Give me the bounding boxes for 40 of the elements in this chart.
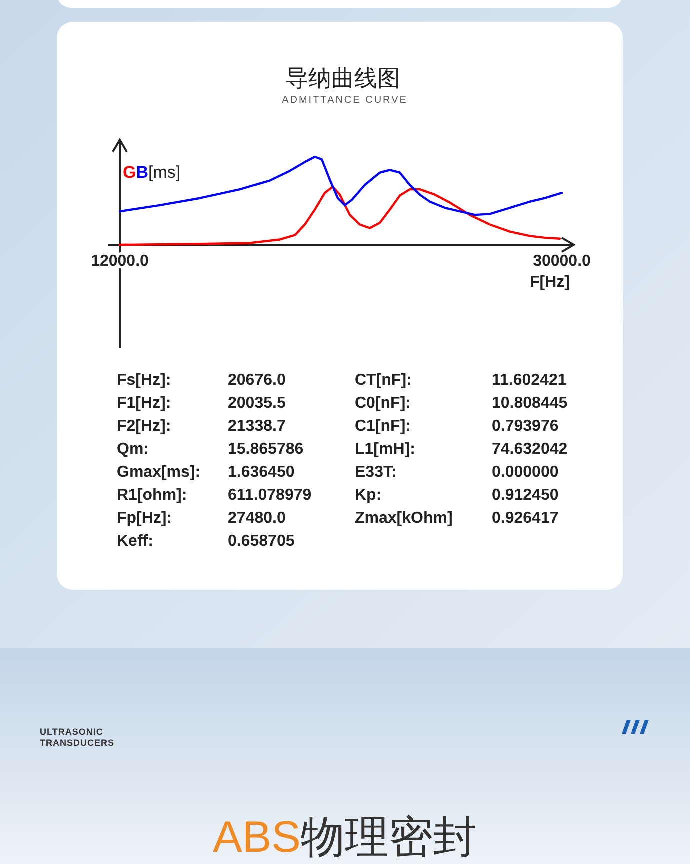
chart-title: 导纳曲线图 bbox=[286, 65, 400, 91]
text: 0.000000 bbox=[492, 464, 559, 481]
text: Gmax[ms]: bbox=[117, 464, 201, 481]
text: 21338.7 bbox=[228, 418, 286, 435]
text: 1.636450 bbox=[228, 464, 295, 481]
text: 611.078979 bbox=[228, 487, 312, 504]
x-axis-title: F[Hz] bbox=[530, 274, 570, 291]
text: 74.632042 bbox=[492, 441, 568, 458]
text: 27480.0 bbox=[228, 510, 286, 527]
text: TRANSDUCERS bbox=[40, 738, 115, 748]
text: CT[nF]: bbox=[355, 372, 412, 389]
text: C1[nF]: bbox=[355, 418, 411, 435]
text: 15.865786 bbox=[228, 441, 304, 458]
chart-subtitle: ADMITTANCE CURVE bbox=[282, 95, 408, 106]
text: L1[mH]: bbox=[355, 441, 416, 458]
text: 0.793976 bbox=[492, 418, 559, 435]
text: 10.808445 bbox=[492, 395, 568, 412]
text: 11.602421 bbox=[492, 372, 567, 389]
text: Keff: bbox=[117, 533, 154, 550]
text: 0.912450 bbox=[492, 487, 559, 504]
text: F2[Hz]: bbox=[117, 418, 172, 435]
text: F1[Hz]: bbox=[117, 395, 172, 412]
y-axis-title: [ms] bbox=[148, 163, 181, 182]
text: Fs[Hz]: bbox=[117, 372, 172, 389]
text: E33T: bbox=[355, 464, 397, 481]
text: 20035.5 bbox=[228, 395, 286, 412]
text: 0.926417 bbox=[492, 510, 559, 527]
text: ULTRASONIC bbox=[40, 727, 104, 737]
text: Fp[Hz]: bbox=[117, 510, 172, 527]
text: 20676.0 bbox=[228, 372, 286, 389]
text: C0[nF]: bbox=[355, 395, 411, 412]
text: ABS物理密封 bbox=[212, 813, 478, 862]
series-label: B bbox=[136, 163, 149, 182]
text: G bbox=[123, 163, 136, 182]
x-tick-label: 30000.0 bbox=[533, 253, 592, 270]
text: 0.658705 bbox=[228, 533, 295, 550]
text: Kp: bbox=[355, 487, 382, 504]
text: Zmax[kOhm] bbox=[355, 510, 453, 527]
text: Qm: bbox=[117, 441, 149, 458]
text: R1[ohm]: bbox=[117, 487, 188, 504]
